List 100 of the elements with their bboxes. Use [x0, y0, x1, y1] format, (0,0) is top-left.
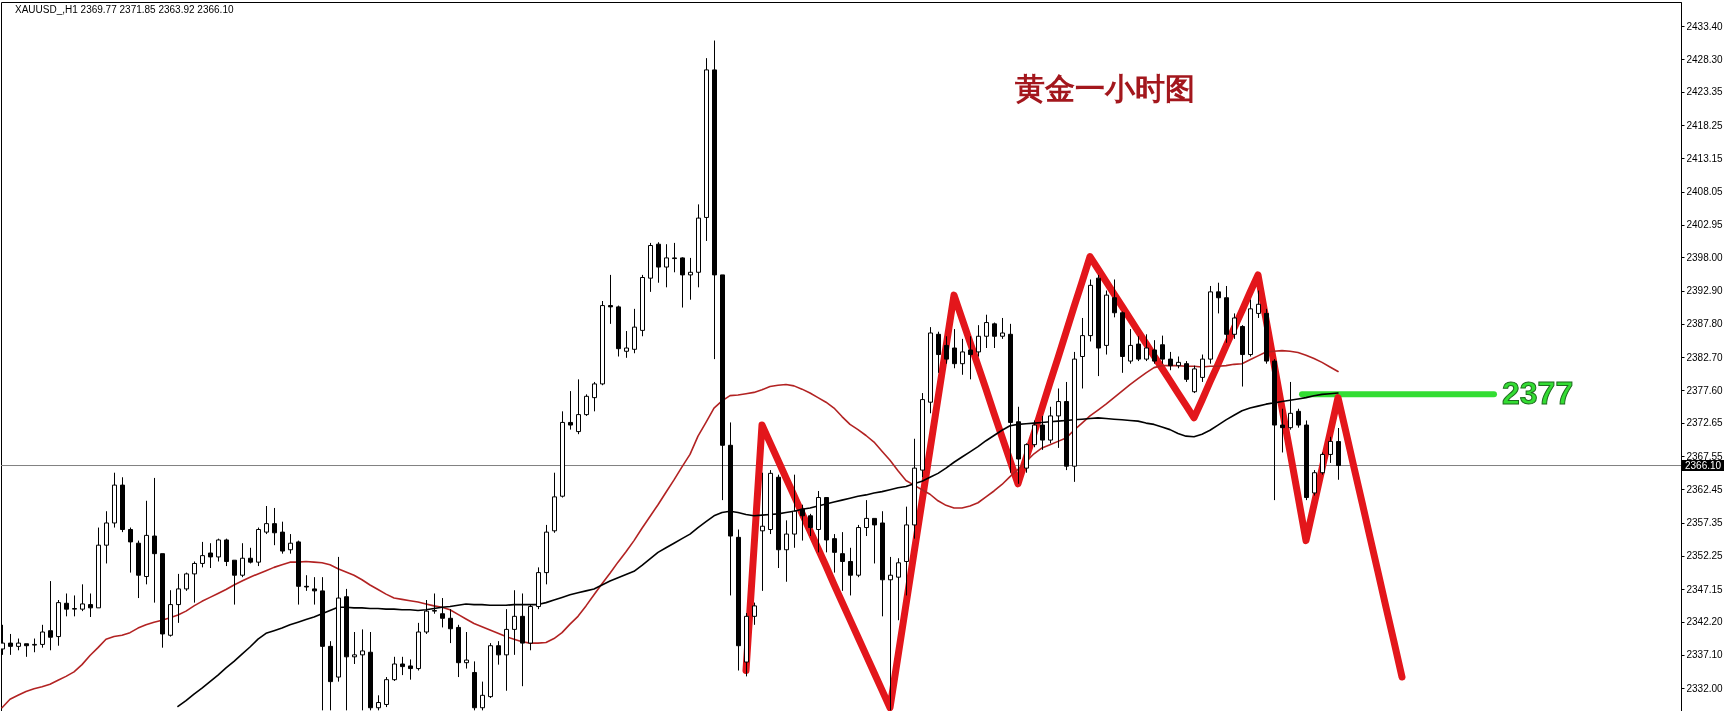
y-tick-label: 2347.15: [1686, 583, 1724, 595]
candlestick: [1256, 290, 1261, 319]
candlestick: [576, 378, 581, 435]
candlestick: [560, 410, 565, 499]
candlestick: [968, 335, 973, 380]
candlestick: [776, 474, 781, 569]
text: 黄金一小时图: [1015, 71, 1195, 106]
candlestick: [392, 656, 397, 682]
candlestick: [432, 592, 437, 615]
candlestick: [1160, 335, 1165, 365]
candlestick: [1232, 312, 1237, 340]
candlestick: [800, 504, 805, 542]
candlestick: [1216, 282, 1221, 314]
candlestick: [680, 256, 685, 309]
candlestick: [704, 57, 709, 242]
candlestick: [120, 476, 125, 533]
candlestick: [24, 643, 29, 658]
candlestick: [216, 538, 221, 562]
candlestick: [1032, 419, 1037, 448]
y-tick-label: 2428.30: [1686, 53, 1724, 65]
candlestick: [632, 308, 637, 354]
candlestick: [176, 573, 181, 624]
candlestick: [592, 381, 597, 412]
candlestick: [760, 472, 765, 592]
candlestick: [288, 533, 293, 555]
candlestick: [1184, 360, 1189, 383]
candlestick: [656, 241, 661, 284]
y-tick-label: 2413.15: [1686, 152, 1724, 164]
candlestick: [208, 542, 213, 569]
candlestick: [368, 631, 373, 711]
candlestick: [1200, 354, 1205, 383]
candlestick: [672, 242, 677, 273]
candlestick: [552, 472, 557, 534]
candlestick: [256, 527, 261, 567]
candlestick: [1096, 274, 1101, 377]
y-tick-label: 2402.95: [1686, 219, 1724, 231]
candlestick: [744, 612, 749, 677]
candlestick: [496, 640, 501, 666]
y-tick-label: 2352.25: [1686, 550, 1724, 562]
candlestick: [328, 640, 333, 711]
y-tick-label: 2398.00: [1686, 251, 1724, 263]
candlestick: [48, 580, 53, 651]
candlestick: [336, 556, 341, 683]
y-tick-label: 2337.10: [1686, 649, 1724, 661]
candlestick: [64, 592, 69, 617]
candlestick: [272, 507, 277, 546]
candlestick: [16, 638, 21, 651]
candlestick: [872, 517, 877, 564]
candlestick: [1224, 285, 1229, 344]
candlestick: [264, 505, 269, 535]
candlestick: [128, 527, 133, 574]
candlestick: [928, 326, 933, 414]
candlestick: [816, 490, 821, 553]
candlestick: [1248, 299, 1253, 357]
candlestick: [792, 474, 797, 549]
candlestick: [600, 300, 605, 386]
y-tick-label: 2377.60: [1686, 384, 1724, 396]
candlestick: [280, 521, 285, 555]
candlestick: [400, 656, 405, 676]
y-tick-label: 2423.35: [1686, 86, 1724, 98]
candlestick: [688, 257, 693, 301]
candlestick: [1208, 285, 1213, 365]
y-tick-label: 2387.80: [1686, 318, 1724, 330]
ref-line-label: 2377: [1502, 375, 1574, 412]
candlestick: [40, 624, 45, 649]
candlestick: [1104, 290, 1109, 356]
candlestick: [952, 328, 957, 369]
candlestick: [528, 604, 533, 651]
candlestick: [992, 322, 997, 349]
chart-subtitle: XAUUSD_,H1 2369.77 2371.85 2363.92 2366.10: [15, 4, 234, 15]
candlestick: [808, 513, 813, 537]
candlestick: [1048, 406, 1053, 444]
candlestick: [648, 242, 653, 293]
candlestick: [664, 243, 669, 288]
candlestick: [1152, 339, 1157, 365]
candlestick: [768, 469, 773, 535]
candlestick: [1312, 469, 1317, 497]
candlestick: [200, 541, 205, 568]
candlestick: [1040, 415, 1045, 451]
candlestick: [1016, 406, 1021, 485]
candlestick: [864, 499, 869, 537]
y-tick-label: 2332.00: [1686, 682, 1724, 694]
candlestick: [296, 540, 301, 606]
candlestick: [848, 547, 853, 596]
candlestick: [728, 421, 733, 596]
candlestick: [1024, 442, 1029, 474]
candlestick: [1296, 408, 1301, 429]
candlestick: [880, 510, 885, 617]
candlestick: [240, 542, 245, 578]
candlestick: [1240, 324, 1245, 388]
candlestick: [520, 592, 525, 687]
candlestick: [832, 533, 837, 574]
candlestick: [960, 338, 965, 376]
candlestick: [616, 305, 621, 357]
candlestick: [56, 599, 61, 647]
candlestick: [544, 524, 549, 585]
candlestick: [624, 330, 629, 359]
candlestick: [1304, 419, 1309, 501]
candlestick: [424, 599, 429, 635]
candlestick: [752, 602, 757, 626]
